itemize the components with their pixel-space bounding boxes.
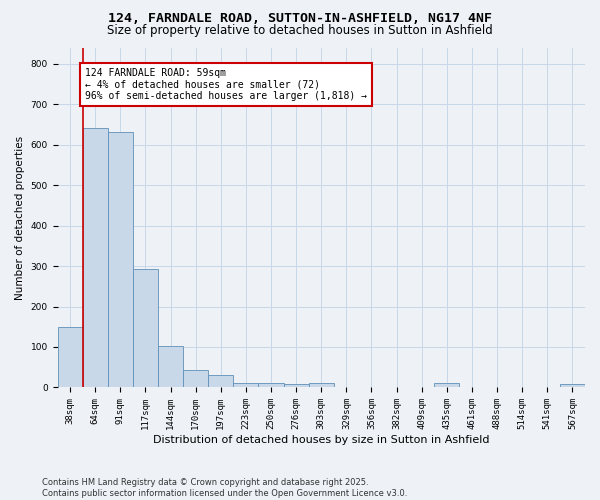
Y-axis label: Number of detached properties: Number of detached properties bbox=[15, 136, 25, 300]
Bar bbox=[58, 327, 83, 388]
Bar bbox=[208, 376, 233, 388]
Text: Contains HM Land Registry data © Crown copyright and database right 2025.
Contai: Contains HM Land Registry data © Crown c… bbox=[42, 478, 407, 498]
Bar bbox=[284, 384, 309, 388]
X-axis label: Distribution of detached houses by size in Sutton in Ashfield: Distribution of detached houses by size … bbox=[153, 435, 490, 445]
Bar bbox=[434, 384, 460, 388]
Bar bbox=[233, 384, 259, 388]
Bar bbox=[309, 384, 334, 388]
Text: 124 FARNDALE ROAD: 59sqm
← 4% of detached houses are smaller (72)
96% of semi-de: 124 FARNDALE ROAD: 59sqm ← 4% of detache… bbox=[85, 68, 367, 101]
Bar bbox=[158, 346, 183, 388]
Bar bbox=[183, 370, 208, 388]
Bar bbox=[83, 128, 108, 388]
Bar bbox=[560, 384, 585, 388]
Bar bbox=[259, 384, 284, 388]
Text: Size of property relative to detached houses in Sutton in Ashfield: Size of property relative to detached ho… bbox=[107, 24, 493, 37]
Bar bbox=[133, 269, 158, 388]
Text: 124, FARNDALE ROAD, SUTTON-IN-ASHFIELD, NG17 4NF: 124, FARNDALE ROAD, SUTTON-IN-ASHFIELD, … bbox=[108, 12, 492, 26]
Bar bbox=[108, 132, 133, 388]
